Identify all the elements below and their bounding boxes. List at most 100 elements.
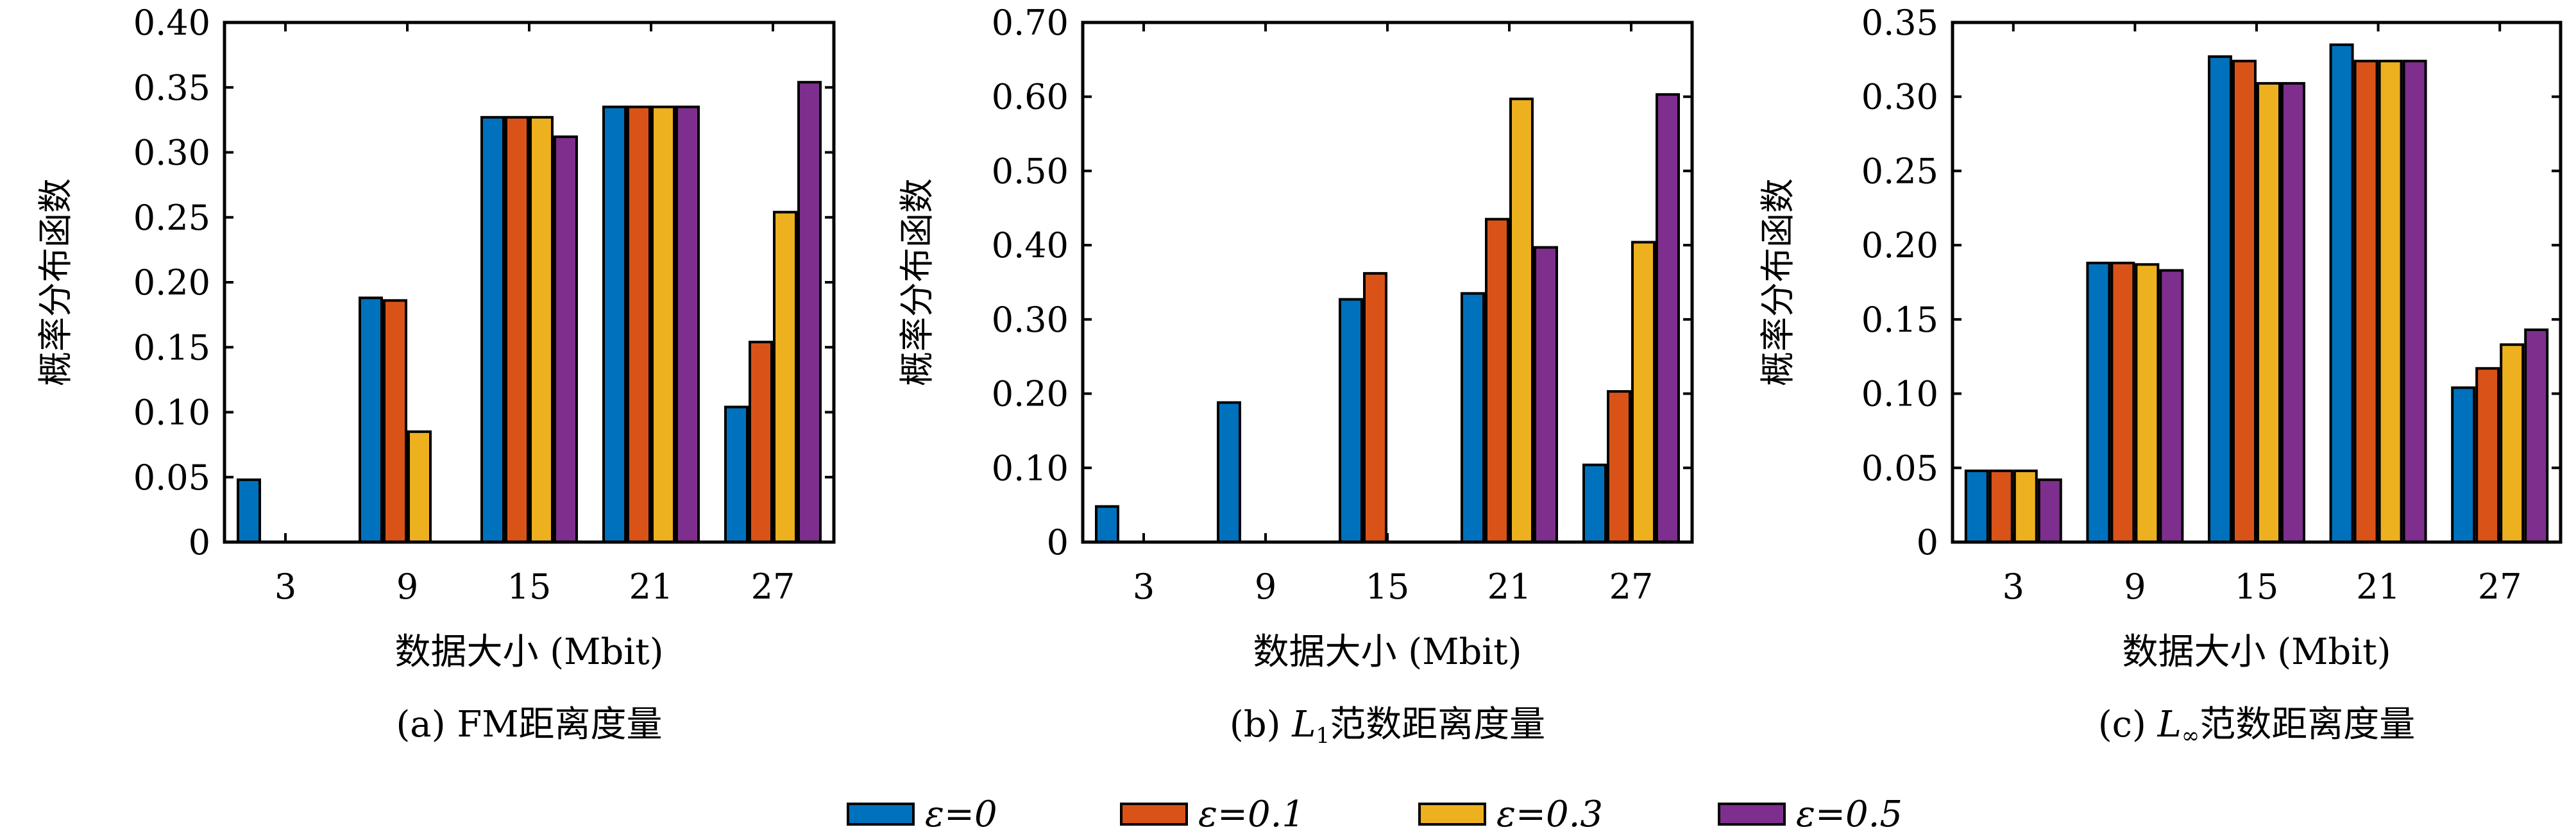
xlabel-a: 数据大小 (Mbit) (394, 631, 663, 673)
yticks-a: 0 0.05 0.10 0.15 0.20 0.25 0.30 0.35 0.40 (133, 3, 834, 563)
ytick-label-a-4: 0.20 (133, 262, 210, 303)
bar-b-s3-c4 (1656, 93, 1680, 543)
bars-c (1964, 43, 2549, 544)
bar-b-s1-c4 (1607, 390, 1631, 543)
caption-b-sub: 1 (1316, 723, 1330, 749)
bar-c-s1-c4 (2475, 367, 2500, 543)
legend-item-1: ε=0.1 (1120, 794, 1305, 834)
ytick-label-b-3: 0.30 (992, 300, 1069, 340)
bar-a-s1-c3 (627, 105, 651, 543)
legend-swatch-3 (1718, 803, 1786, 826)
xtick-label-c-3: 21 (2356, 566, 2400, 607)
bar-a-s3-c3 (675, 105, 700, 543)
xtick-label-a-4: 27 (751, 566, 795, 607)
legend: ε=0 ε=0.1 ε=0.3 ε=0.5 (847, 794, 1902, 834)
bar-c-s3-c3 (2402, 60, 2427, 543)
xlabel-b: 数据大小 (Mbit) (1253, 631, 1521, 673)
bar-a-s1-c2 (505, 115, 529, 543)
legend-label-0: ε=0 (925, 794, 997, 834)
ytick-label-c-3: 0.15 (1861, 300, 1938, 340)
bar-a-s3-c4 (797, 81, 822, 543)
ytick-label-b-5: 0.50 (992, 151, 1069, 191)
caption-c-math: L (2157, 704, 2182, 745)
plot-frame-b (1081, 21, 1694, 544)
panel-c: 0 0.05 0.10 0.15 0.20 0.25 0.30 0.35 3 9 15 21 27 概… (1758, 3, 2563, 749)
ytick-label-b-7: 0.70 (992, 3, 1069, 43)
caption-b-suffix: 范数距离度量 (1330, 704, 1545, 745)
ytick-label-b-4: 0.40 (992, 225, 1069, 266)
xtick-label-a-0: 3 (275, 566, 296, 607)
bar-a-s0-c3 (602, 105, 627, 543)
xlabel-c: 数据大小 (Mbit) (2122, 631, 2391, 673)
ytick-label-a-8: 0.40 (133, 3, 210, 43)
bar-a-s0-c1 (359, 296, 383, 543)
xtick-label-b-2: 15 (1366, 566, 1410, 607)
bar-c-s1-c2 (2232, 60, 2257, 543)
bar-c-s2-c0 (2013, 469, 2038, 544)
bar-c-s1-c0 (1988, 469, 2013, 544)
caption-c: (c) L∞范数距离度量 (2098, 704, 2415, 749)
legend-item-2: ε=0.3 (1418, 794, 1603, 834)
xtick-label-c-1: 9 (2124, 566, 2146, 607)
ytick-label-a-7: 0.35 (133, 67, 210, 108)
xtick-label-b-4: 27 (1609, 566, 1654, 607)
panel-a: 0 0.05 0.10 0.15 0.20 0.25 0.30 0.35 0.40 3 9 15 21… (35, 3, 836, 745)
bar-b-s1-c2 (1363, 272, 1387, 543)
caption-c-prefix: (c) (2098, 704, 2158, 745)
legend-swatch-0 (847, 803, 915, 826)
bar-a-s2-c1 (407, 430, 432, 543)
xtick-label-b-1: 9 (1255, 566, 1276, 607)
ylabel-c: 概率分布函数 (1758, 178, 1798, 386)
plot-frame-c (1951, 21, 2563, 544)
ytick-label-a-3: 0.15 (133, 327, 210, 368)
legend-item-3: ε=0.5 (1718, 794, 1902, 834)
ytick-label-c-6: 0.30 (1861, 77, 1938, 117)
xtick-label-c-2: 15 (2235, 566, 2279, 607)
ytick-label-b-2: 0.20 (992, 374, 1069, 414)
bar-c-s0-c0 (1964, 469, 1989, 544)
bar-b-s0-c4 (1582, 463, 1607, 544)
ylabel-b: 概率分布函数 (897, 178, 937, 386)
caption-a: (a) FM距离度量 (396, 704, 662, 745)
bar-c-s3-c2 (2281, 81, 2305, 543)
bar-b-s0-c0 (1095, 505, 1119, 544)
plot-frame-a (223, 21, 836, 544)
caption-b-prefix: (b) (1230, 704, 1292, 745)
bar-c-s1-c1 (2110, 261, 2135, 543)
bar-c-s3-c4 (2524, 328, 2549, 543)
ytick-label-a-2: 0.10 (133, 393, 210, 433)
yticks-b: 0 0.10 0.20 0.30 0.40 0.50 0.60 0.70 (992, 3, 1692, 563)
caption-b-math: L (1291, 704, 1316, 745)
bar-c-s2-c4 (2500, 343, 2525, 543)
bar-c-s2-c2 (2257, 81, 2281, 543)
bar-b-s1-c3 (1485, 217, 1509, 543)
bar-c-s3-c0 (2037, 478, 2062, 543)
legend-label-3: ε=0.5 (1796, 794, 1902, 834)
panel-b: 0 0.10 0.20 0.30 0.40 0.50 0.60 0.70 3 9 15 21 27 概… (897, 3, 1694, 749)
ytick-label-b-0: 0 (1047, 522, 1069, 563)
bar-c-s2-c1 (2135, 263, 2160, 543)
ytick-label-c-2: 0.10 (1861, 374, 1938, 414)
bar-b-s0-c1 (1217, 401, 1241, 544)
bar-a-s0-c4 (724, 405, 749, 544)
ytick-label-b-1: 0.10 (992, 448, 1069, 488)
caption-b: (b) L1范数距离度量 (1230, 704, 1545, 749)
bar-c-s0-c3 (2329, 43, 2354, 543)
caption-c-suffix: 范数距离度量 (2199, 704, 2415, 745)
xticks-b: 3 9 15 21 27 (1133, 22, 1654, 607)
ytick-label-a-5: 0.25 (133, 198, 210, 238)
bar-a-s1-c4 (749, 341, 773, 544)
bar-c-s0-c4 (2451, 386, 2476, 543)
bar-b-s0-c2 (1339, 298, 1363, 543)
bar-b-s0-c3 (1461, 292, 1485, 543)
legend-label-2: ε=0.3 (1496, 794, 1603, 834)
ytick-label-a-6: 0.30 (133, 133, 210, 173)
bar-a-s1-c1 (383, 299, 407, 543)
bars-a (237, 81, 822, 544)
bar-b-s2-c4 (1631, 241, 1656, 543)
xtick-label-a-3: 21 (629, 566, 674, 607)
bar-a-s2-c3 (651, 105, 675, 543)
bars-b (1095, 93, 1680, 544)
bar-c-s3-c1 (2159, 269, 2184, 543)
bar-a-s0-c0 (237, 478, 261, 543)
